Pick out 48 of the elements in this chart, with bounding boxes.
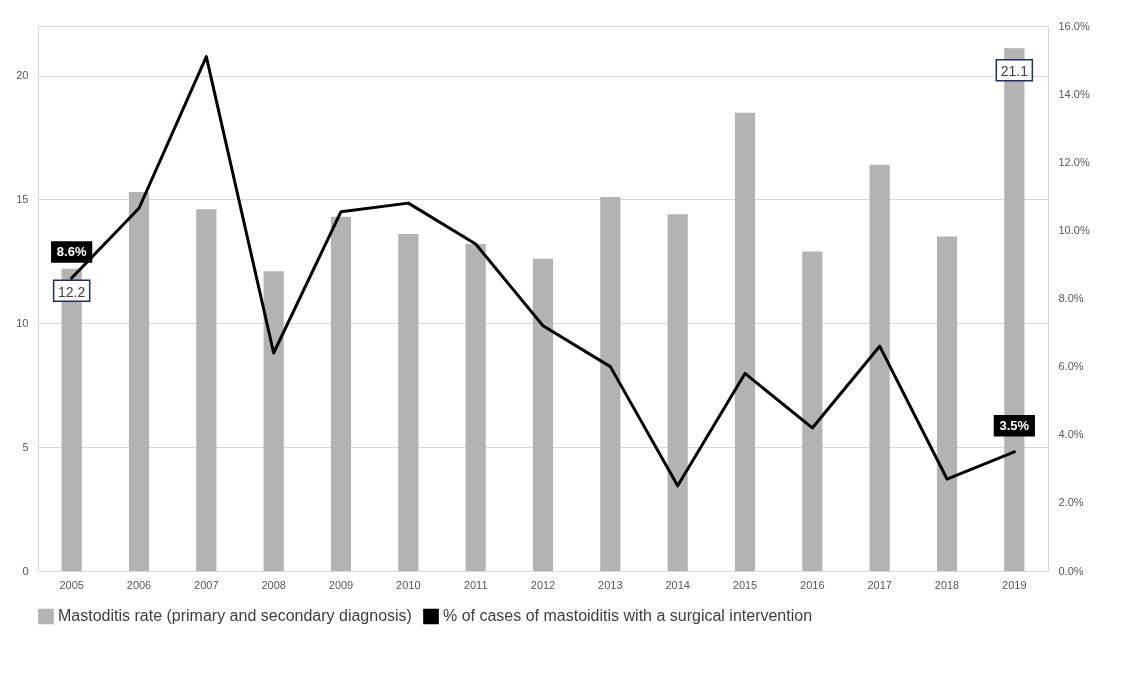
bar bbox=[398, 234, 419, 571]
y-tick-label: 15 bbox=[16, 192, 29, 205]
legend-label: Mastoditis rate (primary and secondary diagnosis) bbox=[58, 607, 412, 625]
bar bbox=[263, 271, 284, 571]
y-tick-label: 10 bbox=[16, 316, 29, 329]
bar bbox=[196, 209, 217, 571]
y2-tick-label: 14.0% bbox=[1058, 87, 1090, 100]
bar bbox=[330, 216, 352, 571]
x-tick-label: 2016 bbox=[800, 578, 825, 591]
y2-tick-label: 8.0% bbox=[1058, 292, 1084, 304]
y2-tick-label: 0.0% bbox=[1058, 564, 1084, 577]
x-tick-label: 2010 bbox=[396, 578, 421, 591]
x-tick-label: 2017 bbox=[867, 578, 892, 591]
bar bbox=[802, 251, 823, 571]
x-tick-label: 2005 bbox=[59, 578, 84, 591]
x-tick-label: 2019 bbox=[1002, 578, 1027, 591]
bar bbox=[128, 191, 150, 571]
bar bbox=[734, 112, 756, 571]
x-tick-label: 2015 bbox=[732, 578, 758, 591]
y2-tick-label: 2.0% bbox=[1058, 496, 1084, 509]
x-tick-label: 2009 bbox=[328, 578, 354, 591]
y2-tick-label: 4.0% bbox=[1058, 428, 1084, 441]
x-tick-label: 2018 bbox=[934, 578, 960, 591]
bar bbox=[532, 258, 554, 571]
legend-label: % of cases of mastoiditis with a surgical intervention bbox=[443, 607, 813, 625]
y-tick-label: 20 bbox=[16, 69, 29, 82]
x-tick-label: 2007 bbox=[194, 578, 219, 591]
data-label: 3.5% bbox=[999, 417, 1030, 433]
bar bbox=[465, 244, 486, 571]
x-tick-label: 2008 bbox=[261, 578, 286, 591]
y2-tick-label: 16.0% bbox=[1058, 19, 1090, 32]
bar bbox=[667, 214, 688, 571]
x-tick-label: 2012 bbox=[530, 578, 556, 591]
x-tick-label: 2013 bbox=[598, 578, 623, 591]
data-label: 21.1 bbox=[1000, 63, 1029, 80]
data-label: 12.2 bbox=[58, 283, 86, 300]
x-tick-label: 2014 bbox=[665, 578, 690, 591]
y2-tick-label: 6.0% bbox=[1058, 360, 1084, 373]
bar bbox=[936, 236, 958, 571]
y2-tick-label: 10.0% bbox=[1058, 223, 1090, 236]
bar bbox=[869, 164, 890, 571]
data-label: 8.6% bbox=[56, 244, 87, 260]
x-tick-label: 2011 bbox=[463, 578, 488, 591]
y-tick-label: 5 bbox=[22, 440, 29, 453]
bar bbox=[600, 196, 621, 571]
y2-tick-label: 12.0% bbox=[1058, 155, 1090, 168]
x-tick-label: 2006 bbox=[126, 578, 152, 591]
y-tick-label: 0 bbox=[22, 564, 29, 577]
